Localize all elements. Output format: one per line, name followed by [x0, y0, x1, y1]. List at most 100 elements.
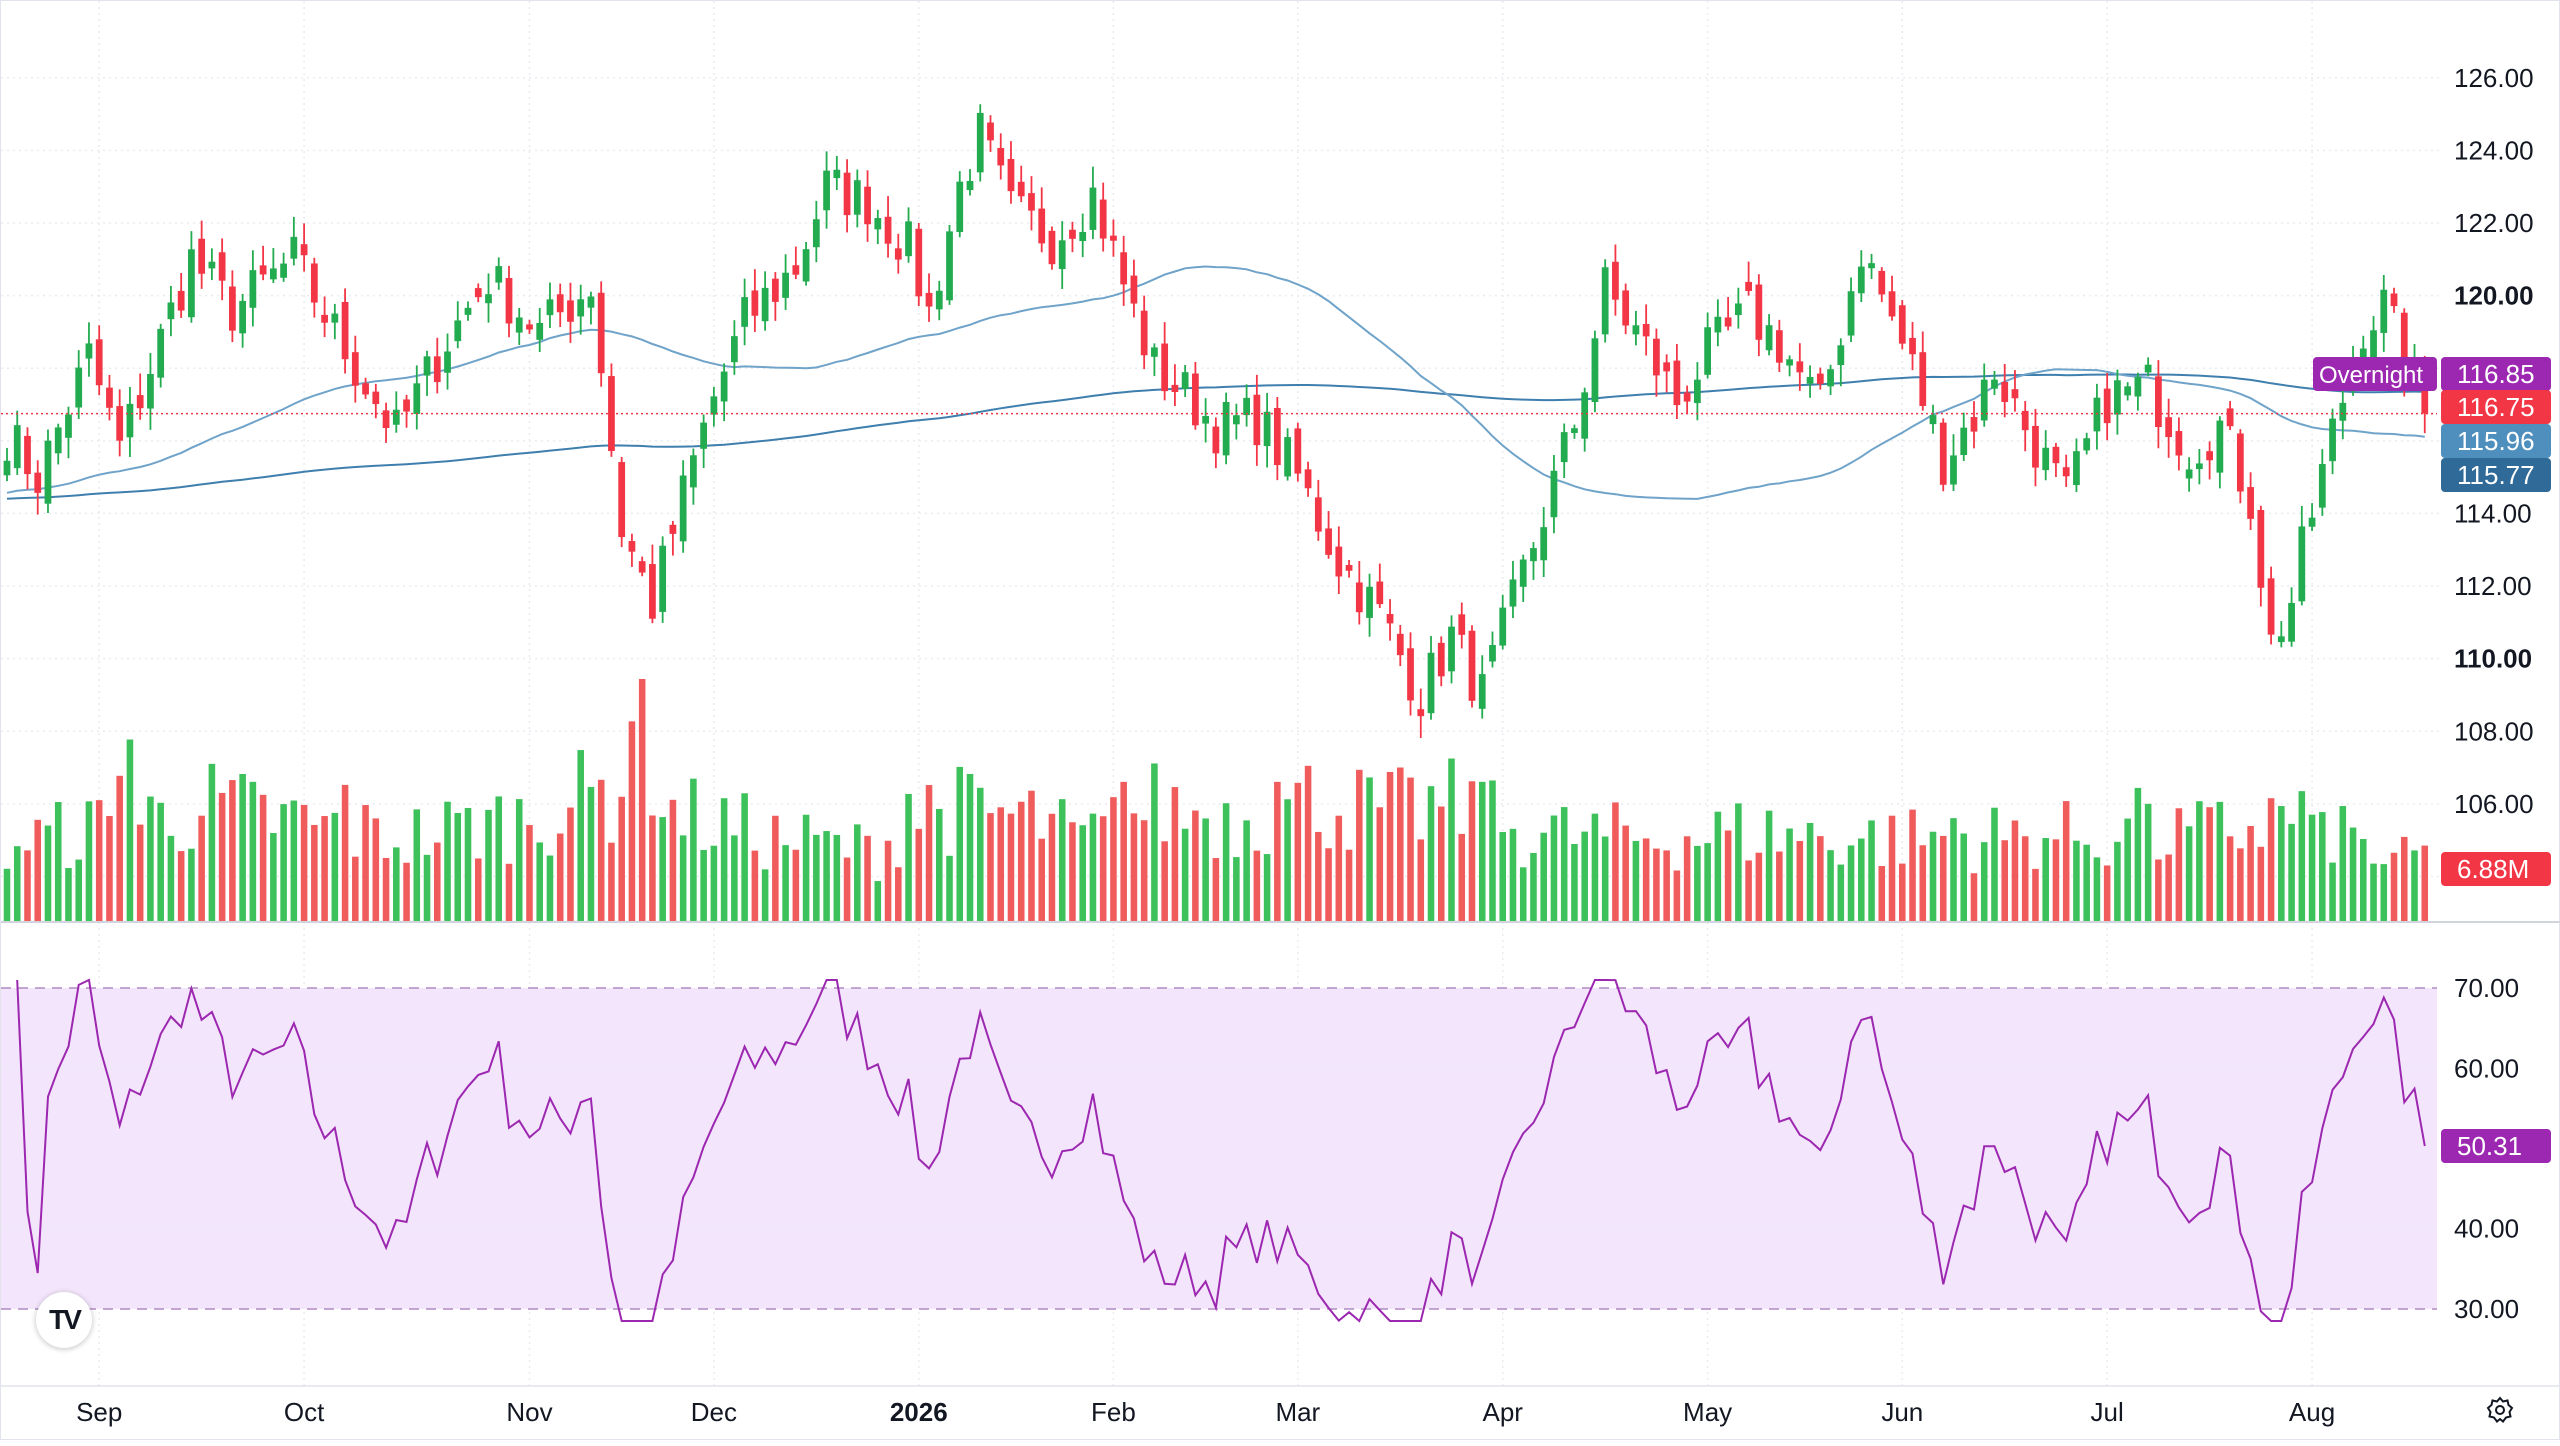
- candle-body[interactable]: [1335, 546, 1343, 577]
- candle-body[interactable]: [700, 422, 708, 449]
- candle-body[interactable]: [659, 545, 667, 612]
- candle-body[interactable]: [351, 352, 359, 386]
- candle-body[interactable]: [1089, 187, 1097, 230]
- candle-body[interactable]: [362, 383, 369, 395]
- candle-body[interactable]: [1345, 564, 1353, 571]
- candle-body[interactable]: [638, 561, 646, 573]
- candle-body[interactable]: [1181, 372, 1189, 389]
- candle-body[interactable]: [1765, 325, 1773, 351]
- candle-body[interactable]: [321, 314, 328, 323]
- candle-body[interactable]: [239, 300, 247, 334]
- candle-body[interactable]: [1222, 401, 1230, 456]
- candle-body[interactable]: [2277, 636, 2285, 643]
- candle-body[interactable]: [331, 313, 339, 323]
- candle-body[interactable]: [1325, 528, 1332, 555]
- candle-body[interactable]: [1202, 415, 1210, 424]
- candle-body[interactable]: [157, 328, 165, 378]
- candle-body[interactable]: [2021, 410, 2029, 431]
- candle-body[interactable]: [474, 288, 482, 298]
- candle-body[interactable]: [1734, 303, 1742, 316]
- candle-body[interactable]: [1837, 345, 1845, 366]
- candle-body[interactable]: [1263, 411, 1271, 447]
- candle-body[interactable]: [2339, 402, 2347, 421]
- candle-body[interactable]: [290, 236, 298, 259]
- candle-body[interactable]: [1161, 343, 1169, 392]
- candle-body[interactable]: [2114, 380, 2121, 415]
- candle-body[interactable]: [1939, 422, 1947, 485]
- candle-body[interactable]: [106, 387, 113, 408]
- candle-body[interactable]: [1847, 291, 1855, 336]
- candle-body[interactable]: [2185, 469, 2193, 479]
- candle-body[interactable]: [2195, 463, 2203, 470]
- candle-body[interactable]: [1304, 469, 1312, 489]
- candle-body[interactable]: [188, 249, 195, 318]
- candle-body[interactable]: [208, 261, 216, 269]
- candle-body[interactable]: [905, 221, 912, 257]
- candle-body[interactable]: [505, 278, 513, 324]
- candle-body[interactable]: [1827, 369, 1834, 387]
- candle-body[interactable]: [730, 336, 738, 363]
- candle-body[interactable]: [1458, 614, 1466, 635]
- candle-body[interactable]: [495, 266, 503, 283]
- candle-body[interactable]: [1386, 613, 1394, 624]
- candle-body[interactable]: [1857, 266, 1865, 294]
- candle-body[interactable]: [976, 112, 984, 173]
- candle-body[interactable]: [116, 406, 124, 441]
- candle-body[interactable]: [782, 272, 789, 298]
- candle-body[interactable]: [1550, 470, 1558, 518]
- candle-body[interactable]: [556, 294, 564, 313]
- candle-body[interactable]: [2226, 408, 2234, 427]
- candle-body[interactable]: [1151, 347, 1158, 357]
- candle-body[interactable]: [1478, 674, 1486, 709]
- candle-body[interactable]: [1017, 181, 1025, 197]
- candle-body[interactable]: [1192, 373, 1199, 426]
- candle-body[interactable]: [433, 356, 441, 383]
- candle-body[interactable]: [1427, 652, 1435, 714]
- candle-body[interactable]: [1519, 559, 1527, 587]
- candle-body[interactable]: [1950, 455, 1957, 485]
- candle-body[interactable]: [587, 296, 595, 308]
- candle-body[interactable]: [444, 351, 451, 373]
- candle-body[interactable]: [1140, 310, 1148, 356]
- candle-body[interactable]: [935, 290, 943, 310]
- candle-body[interactable]: [751, 290, 759, 316]
- candle-body[interactable]: [1622, 290, 1630, 326]
- candle-body[interactable]: [1540, 527, 1548, 561]
- candle-body[interactable]: [720, 371, 728, 402]
- candle-body[interactable]: [1376, 581, 1384, 605]
- candle-body[interactable]: [1007, 158, 1015, 192]
- candle-body[interactable]: [1980, 379, 1988, 421]
- candle-body[interactable]: [34, 472, 42, 493]
- candle-body[interactable]: [198, 238, 206, 274]
- candle-body[interactable]: [1796, 361, 1804, 373]
- candle-body[interactable]: [95, 339, 103, 386]
- gear-icon[interactable]: [2480, 1390, 2520, 1430]
- candle-body[interactable]: [515, 317, 523, 333]
- candle-body[interactable]: [577, 299, 585, 317]
- candle-body[interactable]: [2370, 330, 2377, 359]
- candle-body[interactable]: [1489, 645, 1496, 662]
- candle-body[interactable]: [2011, 389, 2019, 399]
- candle-body[interactable]: [884, 216, 892, 244]
- candle-body[interactable]: [1683, 392, 1691, 402]
- candle-body[interactable]: [1714, 316, 1722, 333]
- candle-body[interactable]: [1079, 231, 1087, 242]
- candle-body[interactable]: [1120, 252, 1128, 285]
- candle-body[interactable]: [85, 343, 93, 359]
- candle-body[interactable]: [1612, 261, 1619, 300]
- candle-body[interactable]: [1724, 317, 1732, 327]
- candle-body[interactable]: [372, 391, 380, 405]
- candle-body[interactable]: [1407, 648, 1414, 701]
- candle-body[interactable]: [1212, 426, 1220, 454]
- candle-body[interactable]: [2103, 388, 2111, 424]
- candle-body[interactable]: [915, 228, 923, 297]
- candle-body[interactable]: [423, 356, 431, 376]
- candle-body[interactable]: [1273, 408, 1281, 466]
- candle-body[interactable]: [269, 268, 277, 280]
- candle-body[interactable]: [1396, 633, 1404, 656]
- candle-body[interactable]: [649, 564, 656, 619]
- candle-body[interactable]: [1919, 352, 1927, 406]
- candle-body[interactable]: [1745, 281, 1752, 291]
